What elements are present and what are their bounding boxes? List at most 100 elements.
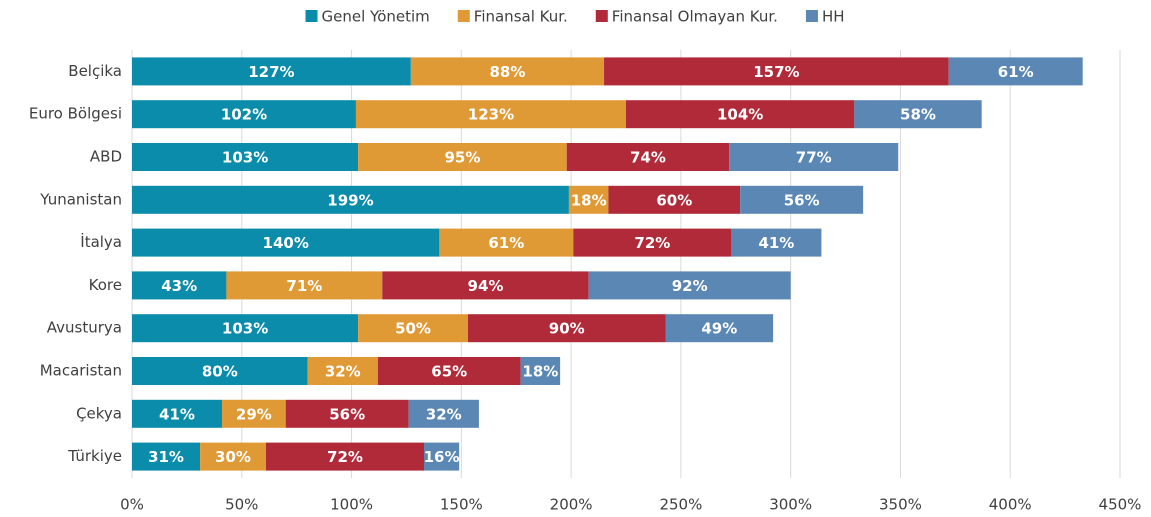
bar-segment: [358, 314, 468, 343]
bar-segment: [132, 185, 569, 214]
data-label: 140%: [263, 234, 309, 252]
category-label: ABD: [90, 148, 122, 166]
x-tick-label: 200%: [550, 496, 593, 514]
bar-segment: [382, 271, 589, 300]
data-label: 72%: [634, 234, 670, 252]
legend-swatch: [457, 10, 470, 22]
bar-segment: [200, 442, 266, 471]
bar-segment: [740, 185, 864, 214]
x-tick-label: 350%: [879, 496, 922, 514]
data-label: 88%: [489, 63, 525, 81]
data-label: 41%: [159, 405, 195, 423]
category-label: Kore: [89, 276, 122, 294]
data-label: 103%: [222, 149, 268, 167]
x-tick-label: 150%: [440, 496, 483, 514]
data-label: 32%: [426, 405, 462, 423]
legend-label: Finansal Olmayan Kur.: [612, 8, 778, 26]
data-label: 65%: [431, 363, 467, 381]
data-label: 50%: [395, 320, 431, 338]
data-label: 58%: [900, 106, 936, 124]
legend-label: HH: [822, 8, 845, 26]
data-label: 80%: [202, 363, 238, 381]
bar-segment: [285, 399, 409, 428]
x-tick-label: 100%: [330, 496, 373, 514]
bar-segment: [588, 271, 791, 300]
data-label: 74%: [630, 149, 666, 167]
bar-segment: [222, 399, 286, 428]
data-label: 61%: [488, 234, 524, 252]
data-label: 90%: [549, 320, 585, 338]
bar-segment: [358, 143, 567, 171]
bar-segment: [520, 357, 561, 385]
data-label: 16%: [424, 448, 460, 466]
data-label: 49%: [701, 320, 737, 338]
bar-segment: [132, 271, 227, 300]
data-label: 102%: [221, 106, 267, 124]
data-label: 56%: [329, 405, 365, 423]
bar-segment: [132, 399, 223, 428]
x-tick-label: 300%: [769, 496, 812, 514]
bar-segment: [566, 143, 730, 171]
data-label: 199%: [327, 191, 373, 209]
bar-segment: [132, 442, 201, 471]
legend-label: Finansal Kur.: [474, 8, 568, 26]
bar-segment: [439, 228, 574, 257]
bar-segment: [132, 143, 359, 171]
category-label: Avusturya: [47, 319, 122, 337]
bar-segment: [410, 57, 605, 86]
data-label: 71%: [286, 277, 322, 295]
bar-segment: [608, 185, 741, 214]
category-label: Yunanistan: [39, 190, 122, 208]
legend-swatch: [805, 10, 818, 22]
bar-segment: [132, 57, 411, 86]
data-label: 92%: [672, 277, 708, 295]
bar-segment: [604, 57, 949, 86]
data-label: 104%: [717, 106, 763, 124]
data-label: 95%: [444, 149, 480, 167]
x-tick-label: 400%: [989, 496, 1032, 514]
category-label: Macaristan: [40, 362, 122, 380]
bar-segment: [132, 314, 359, 343]
data-label: 94%: [468, 277, 504, 295]
bar-segment: [729, 143, 899, 171]
data-label: 103%: [222, 320, 268, 338]
bar-segment: [948, 57, 1083, 86]
data-label: 41%: [758, 234, 794, 252]
legend-swatch: [595, 10, 608, 22]
bar-segment: [307, 357, 378, 385]
data-label: 56%: [784, 191, 820, 209]
bar-segment: [265, 442, 425, 471]
bar-segment: [377, 357, 521, 385]
legend-swatch: [305, 10, 318, 22]
data-label: 18%: [571, 191, 607, 209]
bar-segment: [573, 228, 732, 257]
data-label: 29%: [236, 405, 272, 423]
bar-segment: [132, 228, 440, 257]
category-label: Çekya: [76, 404, 122, 422]
data-label: 43%: [161, 277, 197, 295]
bar-segment: [665, 314, 774, 343]
bar-segment: [854, 100, 982, 129]
x-tick-label: 450%: [1099, 496, 1142, 514]
legend-label: Genel Yönetim: [322, 8, 430, 26]
bar-segment: [408, 399, 479, 428]
x-tick-label: 250%: [659, 496, 702, 514]
category-label: İtalya: [80, 232, 122, 251]
data-label: 123%: [468, 106, 514, 124]
data-label: 77%: [796, 149, 832, 167]
bar-segment: [226, 271, 383, 300]
data-label: 127%: [248, 63, 294, 81]
category-label: Türkiye: [67, 447, 122, 465]
bar-segment: [731, 228, 822, 257]
category-label: Belçika: [68, 62, 122, 80]
bar-segment: [132, 100, 356, 129]
bar-segment: [467, 314, 666, 343]
bar-segment: [132, 357, 308, 385]
bar-segment: [626, 100, 855, 129]
data-label: 31%: [148, 448, 184, 466]
data-label: 32%: [325, 363, 361, 381]
bar-segment: [568, 185, 609, 214]
data-label: 157%: [753, 63, 799, 81]
data-label: 72%: [327, 448, 363, 466]
